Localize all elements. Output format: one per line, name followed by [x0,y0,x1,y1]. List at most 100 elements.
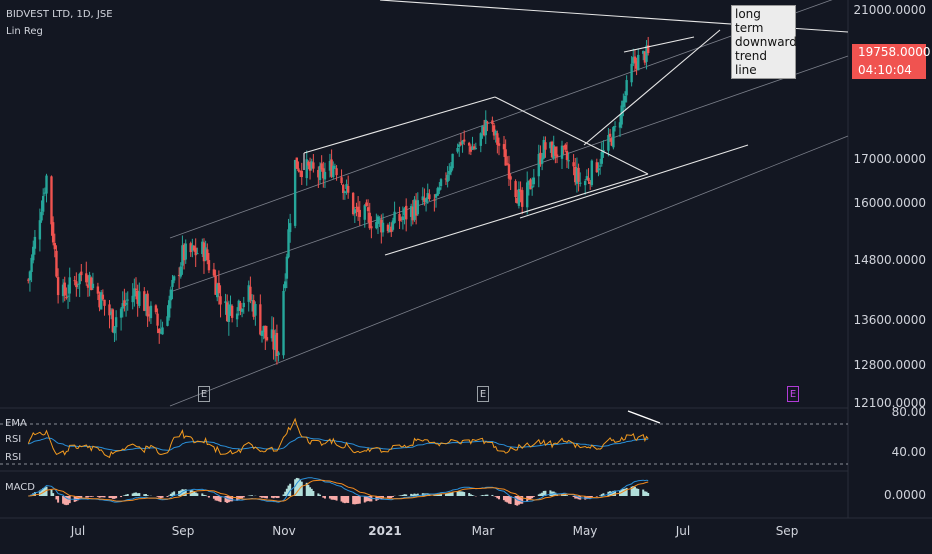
macd-hist-199 [486,495,488,496]
candle-body-209 [509,176,511,179]
trendline-annotation[interactable]: long term downward trend line [731,5,796,79]
macd-hist-14 [57,496,59,503]
candle-body-151 [377,216,379,223]
candle-body-19 [69,277,71,293]
candle-body-17 [65,297,67,298]
candle-body-79 [208,260,210,270]
earnings-marker-aug[interactable]: E [787,386,799,402]
x-tick-jul-2021: Jul [676,524,690,538]
earnings-marker-mar[interactable]: E [477,386,489,402]
candle-body-144 [359,210,361,217]
indicator-label[interactable]: Lin Reg [6,26,43,37]
candle-body-23 [78,274,80,284]
candle-body-194 [475,148,477,149]
macd-hist-104 [266,496,268,498]
candle-body-110 [282,291,284,355]
macd-hist-52 [147,495,149,496]
bar-countdown: 04:10:04 [852,61,926,79]
candle-body-57 [158,329,160,333]
candle-body-224 [544,142,546,149]
macd-hist-144 [359,496,361,504]
price-tick-12800: 12800.0000 [853,358,926,372]
candle-body-159 [393,212,395,223]
macd-hist-139 [347,496,349,503]
macd-hist-39 [115,496,117,498]
macd-legend[interactable]: MACD [5,482,35,493]
candle-body-44 [127,300,129,301]
x-tick-sep-2020: Sep [172,524,195,538]
macd-hist-74 [196,493,198,496]
macd-hist-264 [637,489,639,496]
candle-body-145 [364,205,366,220]
candle-body-30 [97,286,99,293]
candle-body-103 [264,326,266,339]
candle-body-111 [284,281,286,288]
candle-body-214 [521,190,523,207]
candle-body-84 [219,296,221,304]
price-tick-14800: 14800.0000 [853,253,926,267]
candle-body-18 [67,296,69,297]
macd-hist-134 [336,496,338,501]
candle-body-49 [138,291,140,306]
symbol-title[interactable]: BIDVEST LTD, 1D, JSE [6,9,113,20]
trendline-0 [304,97,495,153]
price-tick-17000: 17000.0000 [853,152,926,166]
candle-body-248 [601,152,603,164]
candle-body-172 [425,199,427,202]
candle-body-96 [249,287,251,300]
rsi-legend-2[interactable]: RSI [5,452,21,463]
candle-body-250 [607,135,609,151]
candle-body-218 [531,186,533,188]
candle-body-185 [456,148,458,152]
candle-body-90 [236,314,238,320]
candle-body-215 [526,182,528,207]
x-tick-jul-2020: Jul [71,524,85,538]
macd-hist-44 [127,494,129,496]
x-tick-nov-2020: Nov [272,524,295,538]
candle-body-5 [39,220,41,239]
candle-body-245 [596,162,598,172]
candle-body-14 [57,277,59,295]
candle-body-11 [52,222,54,242]
candle-body-190 [468,143,470,146]
macd-hist-49 [138,493,140,496]
candle-body-186 [458,144,460,147]
candle-body-247 [599,166,601,167]
candle-body-149 [370,226,372,228]
candle-body-230 [561,146,563,159]
candle-body-134 [335,168,337,175]
candle-body-54 [150,306,152,318]
macd-hist-59 [162,496,164,498]
candle-body-174 [428,194,430,199]
candle-body-74 [196,253,198,254]
earnings-marker-sep[interactable]: E [198,386,210,402]
candle-body-99 [254,304,256,316]
rsi-tick-40: 40.00 [892,445,926,459]
rsi-legend[interactable]: RSI [5,434,21,445]
candle-body-33 [102,295,104,300]
candle-body-199 [486,122,488,123]
candle-body-7 [42,196,44,212]
candle-body-114 [289,223,291,232]
candle-body-55 [155,305,157,312]
macd-hist-126 [319,495,321,496]
candle-body-148 [369,213,371,228]
candle-body-3 [32,247,34,261]
candle-body-253 [612,127,614,147]
candle-body-104 [266,337,268,340]
candle-body-117 [297,168,299,171]
candle-body-20 [73,280,75,281]
macd-hist-124 [312,491,314,496]
candle-body-80 [213,269,215,275]
macd-hist-40 [120,496,122,497]
candle-body-239 [579,183,581,184]
macd-hist-158 [392,496,394,497]
ema-legend[interactable]: EMA [5,418,27,429]
candle-body-240 [584,181,586,185]
rsi-divergence-line [628,411,660,423]
macd-hist-9 [46,487,48,496]
candle-body-89 [231,306,233,318]
candle-body-45 [131,296,133,302]
